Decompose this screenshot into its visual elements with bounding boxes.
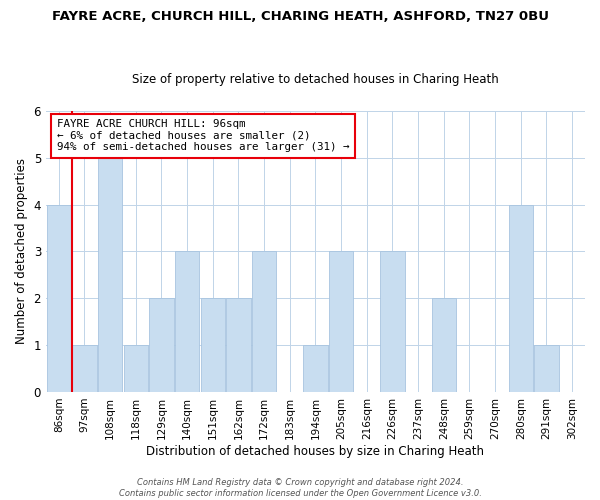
- Bar: [509, 204, 533, 392]
- Bar: [175, 252, 199, 392]
- Bar: [72, 345, 97, 392]
- Bar: [431, 298, 456, 392]
- X-axis label: Distribution of detached houses by size in Charing Heath: Distribution of detached houses by size …: [146, 444, 484, 458]
- Text: FAYRE ACRE CHURCH HILL: 96sqm
← 6% of detached houses are smaller (2)
94% of sem: FAYRE ACRE CHURCH HILL: 96sqm ← 6% of de…: [56, 119, 349, 152]
- Title: Size of property relative to detached houses in Charing Heath: Size of property relative to detached ho…: [132, 73, 499, 86]
- Bar: [303, 345, 328, 392]
- Bar: [47, 204, 71, 392]
- Bar: [200, 298, 225, 392]
- Bar: [226, 298, 251, 392]
- Bar: [535, 345, 559, 392]
- Text: FAYRE ACRE, CHURCH HILL, CHARING HEATH, ASHFORD, TN27 0BU: FAYRE ACRE, CHURCH HILL, CHARING HEATH, …: [52, 10, 548, 23]
- Y-axis label: Number of detached properties: Number of detached properties: [15, 158, 28, 344]
- Bar: [124, 345, 148, 392]
- Bar: [98, 158, 122, 392]
- Text: Contains HM Land Registry data © Crown copyright and database right 2024.
Contai: Contains HM Land Registry data © Crown c…: [119, 478, 481, 498]
- Bar: [252, 252, 277, 392]
- Bar: [329, 252, 353, 392]
- Bar: [380, 252, 404, 392]
- Bar: [149, 298, 173, 392]
